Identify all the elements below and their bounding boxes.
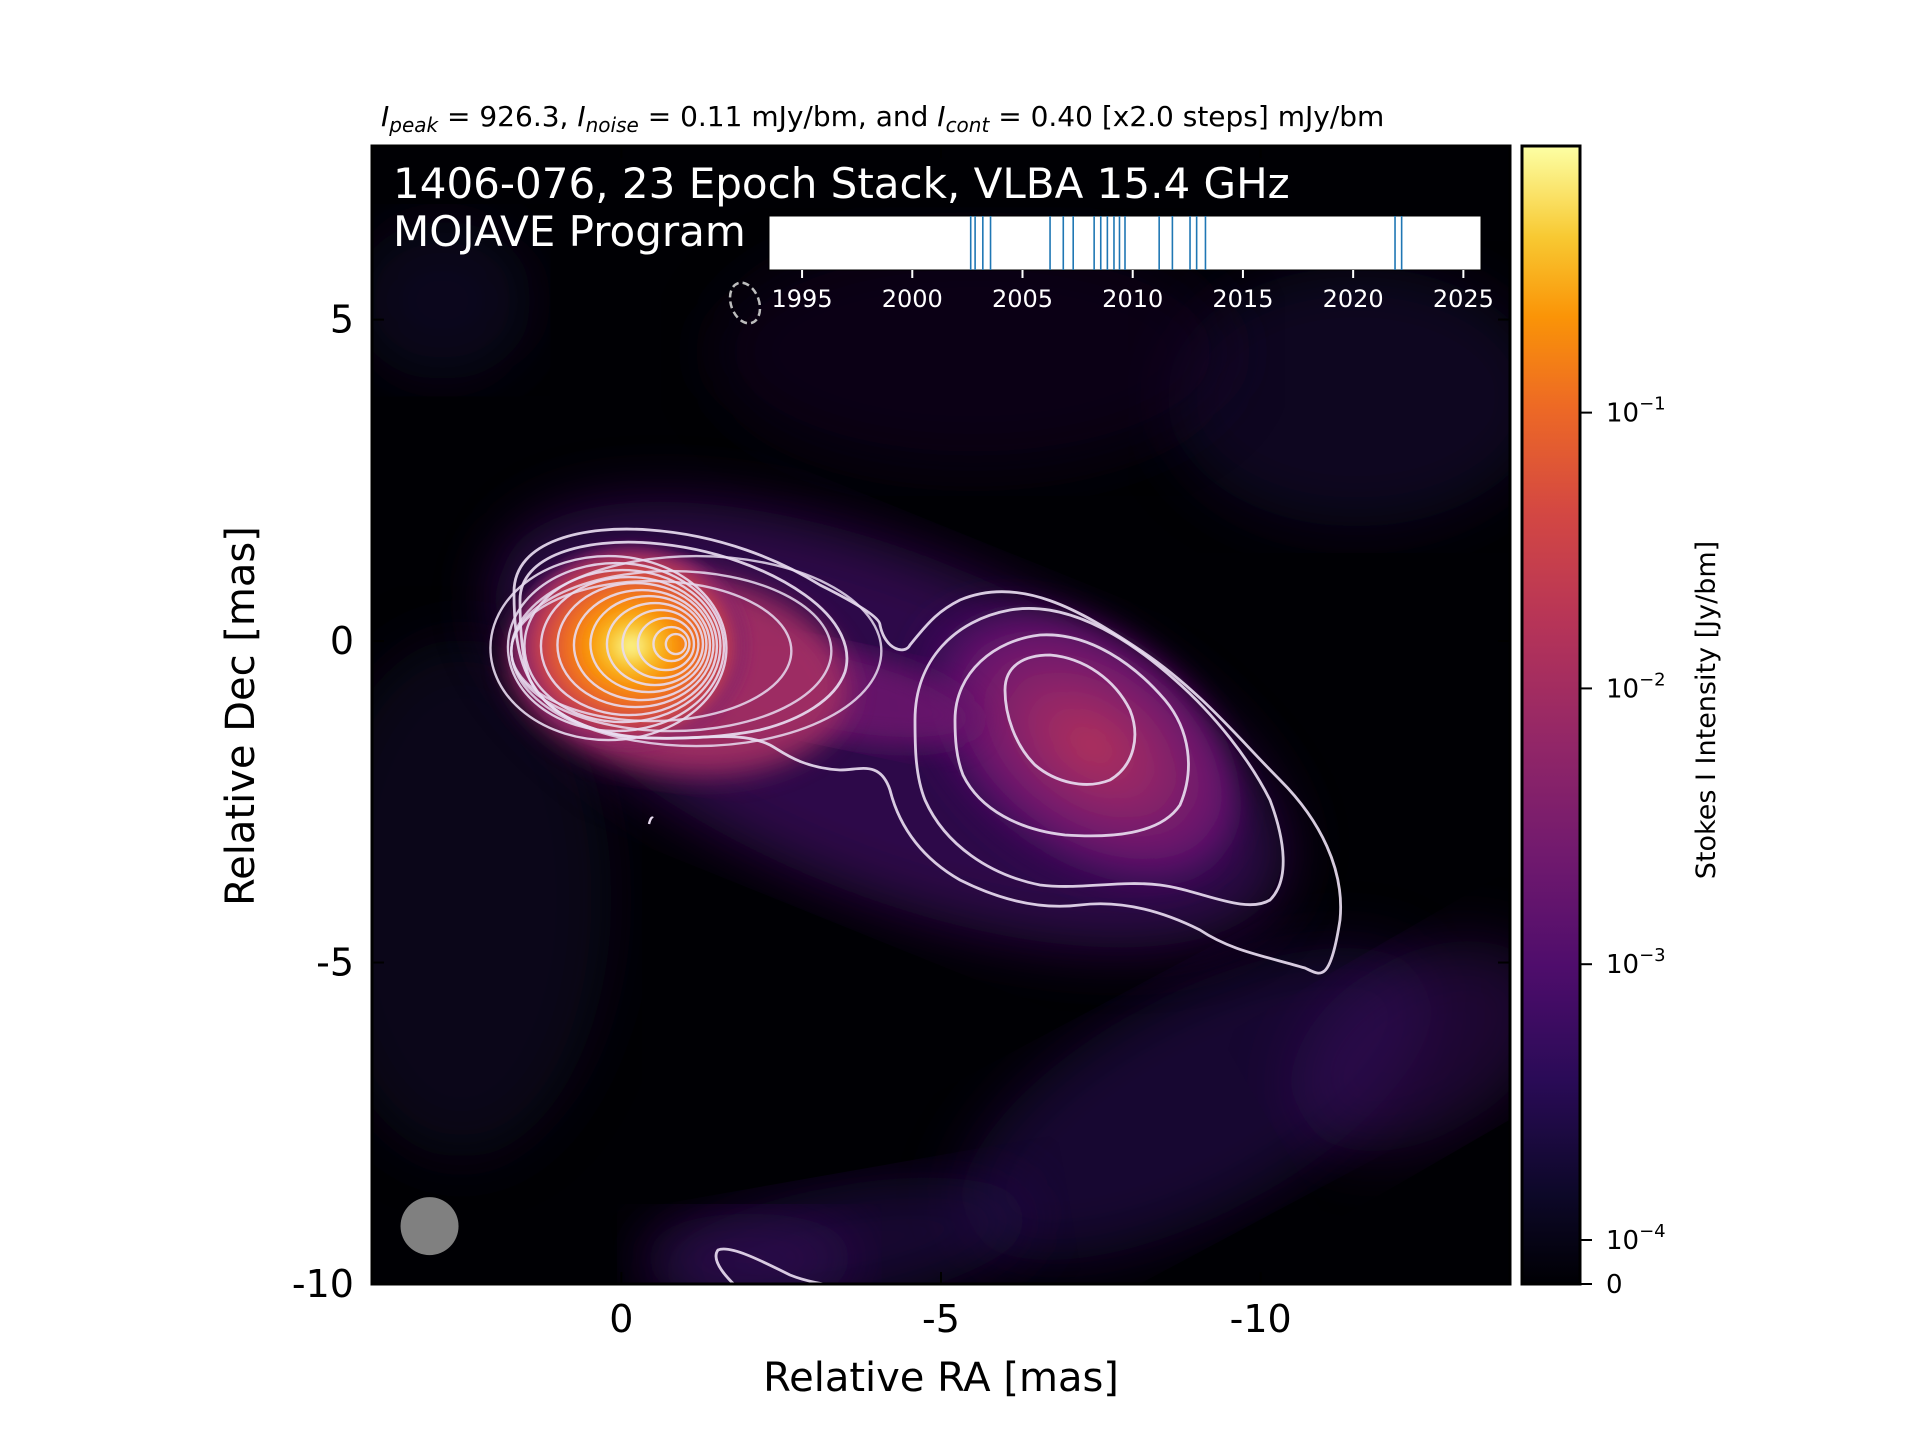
epoch-tick-label: 1995 (772, 285, 833, 313)
noise-haze (712, 231, 1233, 472)
epoch-tick-label: 2010 (1102, 285, 1163, 313)
colorbar-axis: 10−1 10−2 10−3 10−4 0 (1580, 394, 1666, 1300)
epoch-tick-label: 2005 (992, 285, 1053, 313)
core-contour (621, 608, 700, 680)
core-contour (510, 579, 793, 723)
cont-value: = 0.40 [x2.0 steps] mJy/bm (989, 100, 1384, 133)
colorbar-tick-label: 10−4 (1606, 1221, 1666, 1256)
noise-haze (372, 638, 612, 1159)
search-ellipse-icon (728, 281, 762, 325)
noise-value: = 0.11 mJy/bm, and (639, 100, 937, 133)
x-axis: 0 -5 -10 (609, 146, 1292, 1341)
background-haze (372, 220, 1510, 1284)
epoch-tick-label: 2020 (1323, 285, 1384, 313)
colorbar-tick-label: 0 (1606, 1270, 1623, 1300)
noise-haze (1166, 266, 1510, 527)
contour-line (913, 607, 1285, 906)
noise-haze (1291, 941, 1510, 1151)
noise-symbol: I (577, 100, 585, 133)
core-contour (539, 575, 719, 717)
beam-ellipse (400, 1197, 459, 1256)
image-panel (370, 144, 1512, 1286)
colorbar: 10−1 10−2 10−3 10−4 0 Stokes I Intensity [Jy… (1520, 144, 1722, 1300)
epoch-axis: 1995 2000 2005 2010 2015 2020 2025 (772, 270, 1494, 313)
core-contour (605, 601, 705, 687)
x-axis-label: Relative RA [mas] (763, 1355, 1119, 1401)
peak-subscript: peak (388, 113, 439, 137)
x-tick-label: 0 (609, 1297, 633, 1341)
core-contour (664, 632, 688, 656)
core-contour (489, 554, 728, 742)
contour-line (1003, 653, 1137, 786)
y-tick-label: -10 (292, 1262, 354, 1306)
core-contour (523, 568, 722, 724)
colorbar-gradient (1520, 144, 1582, 1286)
y-axis: 5 0 -5 -10 (292, 298, 1510, 1306)
core-contour (572, 588, 712, 702)
intensity-summary: Ipeak = 926.3, Inoise = 0.11 mJy/bm, and… (381, 100, 1384, 137)
contour-line (953, 633, 1190, 838)
colorbar-tick-label: 10−2 (1606, 669, 1666, 704)
colorbar-tick-label: 10−1 (1606, 394, 1666, 429)
y-tick-label: 0 (330, 619, 354, 663)
epoch-tick-label: 2015 (1212, 285, 1273, 313)
x-tick-label: -10 (1230, 1297, 1292, 1341)
program-title: MOJAVE Program (393, 207, 746, 256)
y-tick-label: 5 (330, 298, 354, 342)
contour-line (512, 527, 1343, 975)
noise-haze (639, 1213, 860, 1284)
contour-speck (647, 816, 654, 825)
cont-subscript: cont (946, 113, 991, 137)
epoch-timeline: 1995 2000 2005 2010 2015 2020 2025 (728, 215, 1494, 325)
epoch-tick-label: 2000 (882, 285, 943, 313)
core-contour (556, 581, 715, 709)
core-contour (636, 616, 696, 672)
y-axis-label: Relative Dec [mas] (218, 526, 264, 906)
epoch-lines (969, 216, 1403, 270)
noise-subscript: noise (586, 113, 639, 137)
jet-component (898, 597, 1240, 891)
x-tick-label: -5 (922, 1297, 960, 1341)
peak-symbol: I (381, 100, 389, 133)
core-contour (589, 594, 708, 694)
y-tick-label: -5 (316, 941, 354, 985)
noise-haze (372, 220, 533, 381)
contour-layer (489, 527, 1343, 1284)
source-title: 1406-076, 23 Epoch Stack, VLBA 15.4 GHz (393, 159, 1290, 208)
colorbar-tick-label: 10−3 (1606, 945, 1666, 980)
core-contour (652, 625, 691, 663)
cont-symbol: I (937, 100, 945, 133)
peak-value: = 926.3, (438, 100, 577, 133)
epoch-tick-label: 2025 (1433, 285, 1494, 313)
colorbar-label: Stokes I Intensity [Jy/bm] (1691, 541, 1722, 879)
core-contour (506, 561, 726, 733)
